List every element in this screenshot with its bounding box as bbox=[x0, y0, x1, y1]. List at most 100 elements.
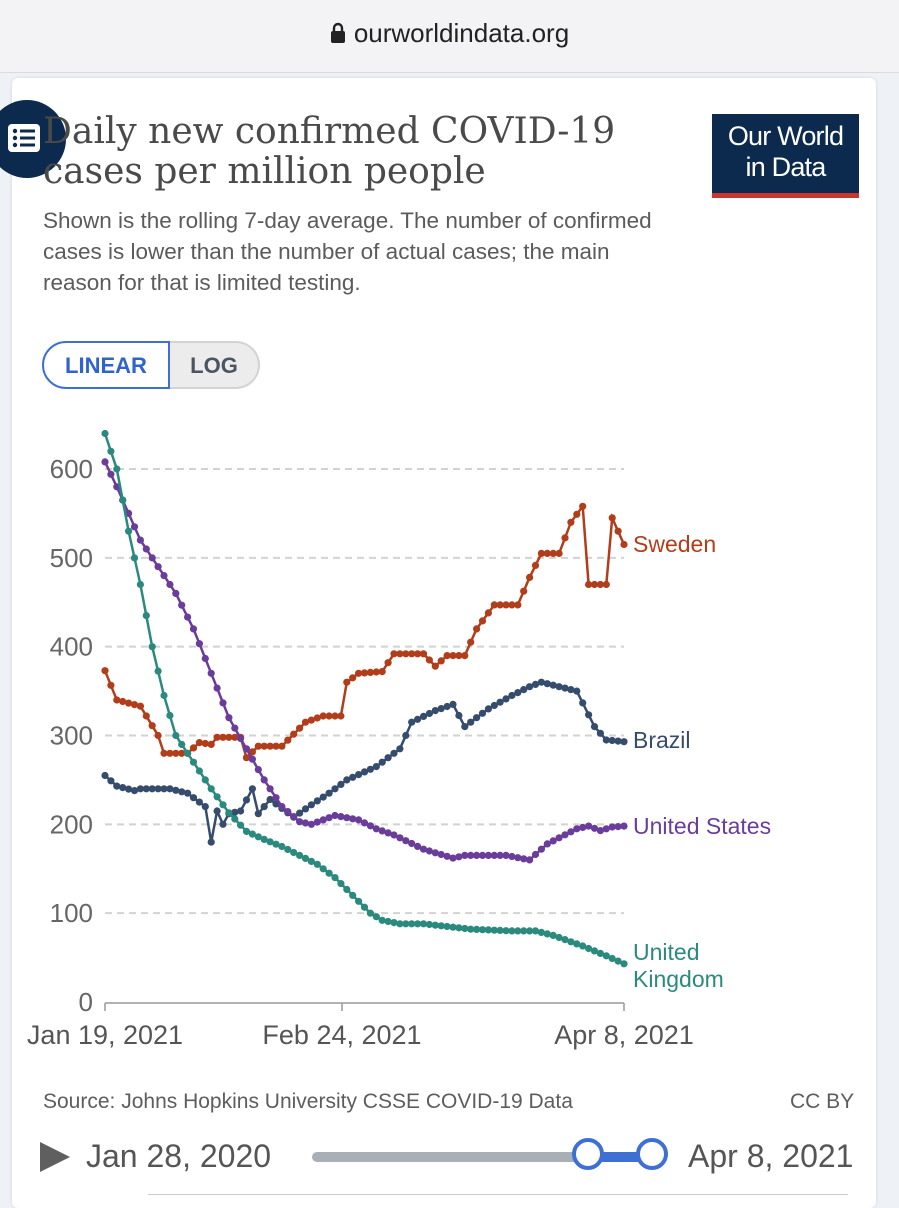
data-point-united-kingdom bbox=[585, 944, 593, 953]
data-point-united-kingdom bbox=[219, 801, 227, 809]
data-point-united-kingdom bbox=[537, 928, 546, 937]
license-text[interactable]: CC BY bbox=[790, 1090, 855, 1113]
data-point-united-states bbox=[142, 545, 150, 553]
data-point-sweden bbox=[313, 714, 321, 722]
data-point-brazil bbox=[248, 785, 256, 793]
data-point-sweden bbox=[573, 510, 581, 518]
data-point-brazil bbox=[431, 707, 439, 715]
data-point-united-states bbox=[596, 827, 605, 835]
data-point-brazil bbox=[195, 798, 203, 806]
play-icon[interactable] bbox=[40, 1142, 70, 1172]
data-point-sweden bbox=[319, 712, 327, 720]
url-text: ourworldindata.org bbox=[353, 18, 570, 48]
data-point-brazil bbox=[449, 700, 457, 709]
data-point-sweden bbox=[296, 724, 304, 732]
data-point-united-states bbox=[154, 563, 162, 571]
data-point-united-kingdom bbox=[602, 952, 610, 960]
data-point-united-kingdom bbox=[301, 854, 310, 863]
data-point-brazil bbox=[590, 723, 599, 731]
data-point-united-kingdom bbox=[467, 925, 475, 933]
y-tick-label: 300 bbox=[50, 721, 93, 751]
data-point-sweden bbox=[431, 662, 439, 670]
timeline-end-handle[interactable] bbox=[636, 1138, 668, 1170]
data-point-united-kingdom bbox=[290, 848, 298, 857]
data-point-united-kingdom bbox=[596, 949, 605, 958]
data-point-united-kingdom bbox=[166, 711, 174, 720]
data-point-sweden bbox=[608, 514, 616, 522]
data-point-united-states bbox=[496, 851, 504, 860]
data-point-united-kingdom bbox=[101, 429, 109, 438]
data-point-united-states bbox=[620, 822, 628, 830]
data-point-brazil bbox=[502, 695, 510, 703]
data-point-sweden bbox=[620, 540, 628, 549]
data-point-brazil bbox=[136, 785, 144, 793]
data-point-united-kingdom bbox=[579, 942, 587, 950]
browser-url-bar[interactable]: ourworldindata.org bbox=[0, 0, 899, 73]
data-point-united-states bbox=[254, 766, 262, 774]
data-point-united-kingdom bbox=[113, 465, 121, 473]
data-point-brazil bbox=[414, 715, 422, 723]
data-point-brazil bbox=[555, 683, 563, 691]
data-point-brazil bbox=[113, 782, 121, 790]
data-point-brazil bbox=[396, 745, 404, 753]
data-point-united-kingdom bbox=[555, 933, 563, 942]
data-point-united-states bbox=[107, 470, 115, 478]
data-point-united-kingdom bbox=[213, 793, 221, 801]
data-point-sweden bbox=[455, 652, 463, 660]
data-point-united-kingdom bbox=[614, 957, 622, 965]
data-point-sweden bbox=[178, 749, 186, 757]
y-tick-label: 500 bbox=[50, 543, 93, 573]
series-label-united-states: United States bbox=[633, 813, 771, 839]
data-point-united-states bbox=[231, 724, 239, 732]
data-point-brazil bbox=[520, 686, 528, 694]
data-point-united-kingdom bbox=[242, 827, 251, 836]
data-point-brazil bbox=[166, 785, 174, 793]
data-point-sweden bbox=[396, 650, 404, 658]
menu-button[interactable] bbox=[0, 100, 66, 178]
data-point-sweden bbox=[349, 674, 357, 682]
source-text[interactable]: Source: Johns Hopkins University CSSE CO… bbox=[43, 1090, 573, 1113]
data-point-brazil bbox=[130, 787, 139, 795]
data-point-united-states bbox=[284, 808, 292, 816]
data-point-united-kingdom bbox=[620, 960, 628, 968]
data-point-brazil bbox=[384, 754, 392, 762]
data-point-united-states bbox=[337, 813, 345, 821]
data-point-united-kingdom bbox=[402, 920, 410, 928]
data-point-sweden bbox=[242, 754, 251, 762]
lock-icon bbox=[330, 20, 346, 51]
data-point-brazil bbox=[154, 785, 162, 793]
log-scale-button[interactable]: LOG bbox=[170, 341, 260, 389]
data-point-sweden bbox=[520, 587, 528, 595]
timeline-start-handle[interactable] bbox=[572, 1138, 604, 1170]
data-point-sweden bbox=[189, 744, 198, 752]
data-point-united-kingdom bbox=[172, 731, 180, 740]
data-point-united-kingdom bbox=[390, 919, 398, 927]
data-point-sweden bbox=[585, 580, 593, 589]
data-point-sweden bbox=[130, 701, 139, 709]
data-point-brazil bbox=[608, 736, 616, 745]
data-point-sweden bbox=[419, 650, 428, 658]
data-point-sweden bbox=[514, 601, 522, 609]
data-point-united-states bbox=[608, 823, 616, 831]
url-display[interactable]: ourworldindata.org bbox=[0, 18, 899, 51]
data-point-united-kingdom bbox=[313, 860, 321, 868]
data-point-united-states bbox=[160, 572, 168, 580]
line-chart: 0 100 200 300 400 500 600 Jan 19, 2021 Feb 24, 2… bbox=[27, 429, 771, 1050]
data-point-sweden bbox=[366, 668, 374, 677]
data-point-brazil bbox=[266, 795, 274, 804]
owid-logo[interactable]: Our World in Data bbox=[712, 114, 859, 198]
data-point-sweden bbox=[508, 601, 516, 609]
data-point-united-kingdom bbox=[284, 845, 292, 854]
data-point-brazil bbox=[207, 838, 215, 846]
series-line-united-states bbox=[103, 461, 625, 862]
data-point-brazil bbox=[237, 807, 245, 815]
data-point-brazil bbox=[402, 731, 410, 740]
data-point-united-kingdom bbox=[508, 927, 516, 935]
data-point-sweden bbox=[355, 669, 363, 677]
data-point-united-kingdom bbox=[319, 865, 327, 873]
timeline-track[interactable] bbox=[312, 1152, 652, 1162]
data-point-brazil bbox=[231, 808, 239, 816]
data-point-brazil bbox=[455, 711, 463, 720]
linear-scale-button[interactable]: LINEAR bbox=[42, 341, 170, 389]
data-point-sweden bbox=[473, 625, 481, 633]
